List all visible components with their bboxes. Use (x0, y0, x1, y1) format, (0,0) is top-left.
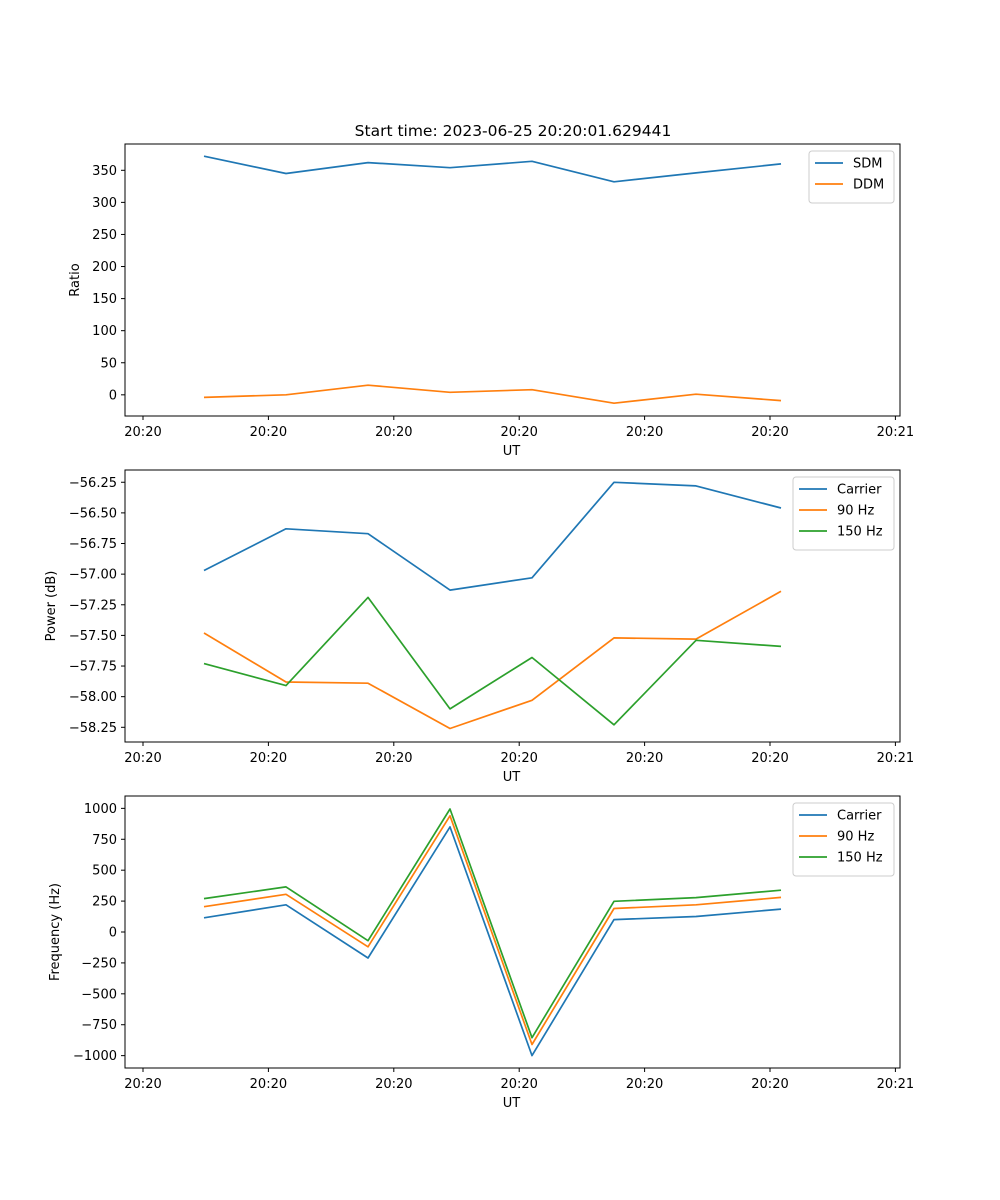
y-axis-label: Frequency (Hz) (48, 883, 63, 981)
subplot-2: 20:20 20:20 20:20 20:20 20:20 20:20 20:21 −58.2… (44, 469, 914, 785)
y-tick-label: −56.75 (69, 537, 117, 552)
series-line-150-hz (203, 808, 782, 1039)
y-tick-label: −57.50 (69, 629, 117, 644)
legend-label: 90 Hz (837, 830, 874, 845)
x-tick-label: 20:21 (877, 751, 914, 766)
x-tick-label: 20:21 (877, 1077, 914, 1092)
y-tick-label: 100 (92, 324, 117, 339)
y-tick-label: −58.00 (69, 690, 117, 705)
y-tick-label: −250 (81, 956, 117, 971)
legend-label: 150 Hz (837, 525, 883, 540)
x-tick-label: 20:20 (626, 1077, 663, 1092)
y-tick-label: 750 (92, 833, 117, 848)
legend-label: Carrier (837, 809, 882, 824)
series-line-ddm (203, 384, 782, 405)
y-tick-label: −57.75 (69, 660, 117, 675)
y-tick-label: 200 (92, 260, 117, 275)
y-tick-label: 350 (92, 164, 117, 179)
x-tick-label: 20:21 (877, 425, 914, 440)
x-tick-label: 20:20 (124, 425, 161, 440)
subplots: 20:20 20:20 20:20 20:20 20:20 20:20 20:21 0 50 10… (44, 143, 914, 1111)
x-tick-label: 20:20 (250, 425, 287, 440)
series-line-150-hz (203, 596, 782, 726)
y-axis-label: Power (dB) (44, 571, 59, 642)
x-tick-label: 20:20 (500, 425, 537, 440)
x-tick-label: 20:20 (751, 751, 788, 766)
subplot-3: 20:20 20:20 20:20 20:20 20:20 20:20 20:21 −1000… (48, 795, 914, 1111)
y-tick-label: −57.00 (69, 568, 117, 583)
axes-frame (124, 795, 901, 1069)
axes-frame (124, 469, 901, 743)
legend-label: 90 Hz (837, 504, 874, 519)
y-tick-label: 50 (100, 356, 117, 371)
y-tick-label: −500 (81, 987, 117, 1002)
series-line-90-hz (203, 590, 782, 730)
subplot-1: 20:20 20:20 20:20 20:20 20:20 20:20 20:21 0 50 10… (68, 143, 914, 459)
series-line-sdm (203, 155, 782, 183)
y-tick-label: 0 (109, 388, 117, 403)
x-tick-label: 20:20 (375, 1077, 412, 1092)
series-line-carrier (203, 481, 782, 591)
y-tick-label: −57.25 (69, 598, 117, 613)
x-tick-label: 20:20 (751, 425, 788, 440)
series-line-90-hz (203, 814, 782, 1046)
x-tick-label: 20:20 (375, 425, 412, 440)
axes-frame (124, 143, 901, 417)
y-axis-label: Ratio (68, 263, 83, 296)
y-tick-label: −56.50 (69, 506, 117, 521)
y-tick-label: 0 (109, 926, 117, 941)
x-tick-label: 20:20 (500, 1077, 537, 1092)
legend-label: Carrier (837, 483, 882, 498)
y-tick-label: 1000 (84, 802, 117, 817)
y-tick-label: 250 (92, 228, 117, 243)
x-tick-label: 20:20 (500, 751, 537, 766)
y-tick-label: −58.25 (69, 721, 117, 736)
x-tick-label: 20:20 (250, 1077, 287, 1092)
x-tick-label: 20:20 (250, 751, 287, 766)
x-tick-label: 20:20 (626, 425, 663, 440)
x-tick-label: 20:20 (124, 751, 161, 766)
legend: SDM DDM (808, 150, 895, 204)
y-tick-label: −750 (81, 1018, 117, 1033)
legend-frame (808, 150, 895, 204)
series-line-carrier (203, 826, 782, 1057)
y-tick-label: 300 (92, 196, 117, 211)
x-tick-label: 20:20 (375, 751, 412, 766)
legend: Carrier 90 Hz 150 Hz (792, 476, 895, 551)
x-tick-label: 20:20 (626, 751, 663, 766)
y-tick-label: 150 (92, 292, 117, 307)
x-axis-label: UT (503, 770, 521, 785)
y-tick-label: 250 (92, 895, 117, 910)
y-tick-label: −1000 (73, 1049, 117, 1064)
y-tick-label: 500 (92, 864, 117, 879)
legend-label: 150 Hz (837, 851, 883, 866)
x-axis-label: UT (503, 444, 521, 459)
legend-label: DDM (853, 178, 884, 193)
x-axis-label: UT (503, 1096, 521, 1111)
x-tick-label: 20:20 (751, 1077, 788, 1092)
legend-label: SDM (853, 157, 882, 172)
legend: Carrier 90 Hz 150 Hz (792, 802, 895, 877)
figure-title: Start time: 2023-06-25 20:20:01.629441 (355, 122, 672, 140)
y-tick-label: −56.25 (69, 476, 117, 491)
x-tick-label: 20:20 (124, 1077, 161, 1092)
